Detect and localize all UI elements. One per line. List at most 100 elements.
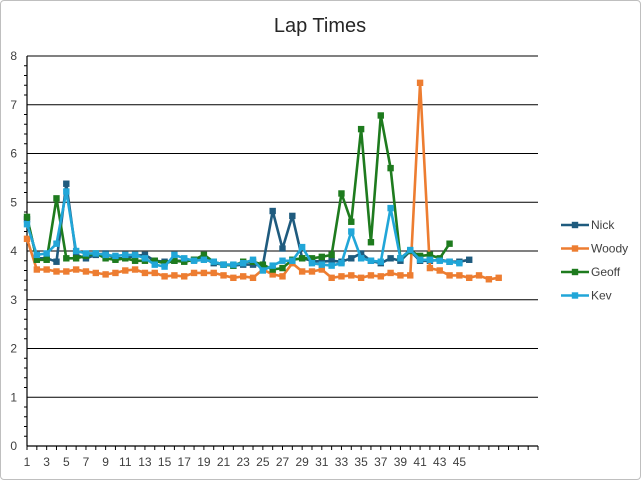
point-woody (466, 274, 473, 282)
y-tick-label: 8 (10, 49, 17, 63)
point-nick (269, 207, 276, 215)
point-woody (387, 269, 394, 277)
point-kev (161, 263, 168, 270)
point-geoff (53, 195, 60, 202)
point-woody (249, 274, 257, 282)
y-tick-label: 0 (10, 439, 17, 453)
point-geoff (63, 255, 70, 262)
point-kev (426, 256, 434, 263)
point-geoff (269, 266, 276, 273)
point-woody (485, 276, 493, 283)
point-kev (131, 251, 139, 259)
point-geoff (131, 257, 139, 264)
point-geoff (308, 255, 316, 262)
point-woody (72, 266, 80, 273)
point-woody (357, 274, 365, 282)
point-geoff (122, 255, 129, 262)
point-geoff (357, 125, 365, 133)
x-tick-label: 45 (453, 455, 467, 469)
x-tick-label: 9 (102, 455, 109, 469)
x-tick-label: 39 (394, 455, 408, 469)
point-woody (279, 273, 286, 280)
point-geoff (23, 213, 31, 221)
x-tick-label: 13 (138, 455, 152, 469)
point-kev (446, 258, 453, 265)
point-kev (82, 250, 90, 257)
gridlines (27, 55, 538, 398)
y-tick-label: 1 (10, 390, 17, 404)
point-woody (23, 235, 31, 243)
point-geoff (33, 256, 41, 263)
point-woody (495, 274, 502, 282)
point-kev (33, 251, 41, 259)
point-kev (259, 267, 267, 274)
plot-area (23, 79, 502, 283)
point-woody (416, 79, 424, 87)
point-kev (171, 251, 178, 259)
x-axis: 1 3 5 7 9 11 13 15 17 19 21 23 25 27 29 31 33 35 37 39 41 43 4… (24, 445, 539, 469)
x-tick-label: 35 (354, 455, 368, 469)
point-kev (387, 204, 394, 212)
point-woody (407, 272, 414, 279)
point-geoff (446, 240, 453, 247)
point-geoff (416, 252, 424, 260)
x-tick-label: 31 (315, 455, 329, 469)
point-woody (43, 266, 50, 273)
point-kev (367, 257, 375, 264)
legend-label-nick: Nick (591, 218, 615, 232)
point-kev (230, 261, 237, 268)
point-nick (63, 180, 70, 187)
series-geoff (23, 112, 453, 273)
point-woody (210, 269, 217, 277)
point-woody (53, 268, 60, 275)
point-geoff (367, 239, 375, 246)
point-woody (456, 272, 463, 279)
x-tick-label: 7 (83, 455, 90, 469)
legend-marker-woody (571, 245, 579, 252)
point-kev (72, 247, 80, 255)
point-kev (200, 256, 208, 263)
point-woody (446, 272, 453, 279)
point-kev (289, 257, 296, 264)
point-kev (377, 258, 384, 265)
x-tick-label: 29 (295, 455, 309, 469)
x-tick-label: 25 (256, 455, 270, 469)
point-kev (318, 261, 326, 268)
point-kev (102, 251, 109, 259)
legend-marker-nick (571, 221, 579, 229)
point-geoff (298, 255, 306, 262)
point-kev (308, 259, 316, 267)
point-woody (220, 272, 227, 279)
point-kev (279, 257, 286, 264)
point-kev (190, 257, 198, 264)
point-woody (367, 272, 375, 279)
x-tick-label: 33 (335, 455, 349, 469)
point-woody (171, 272, 178, 279)
series-kev (23, 188, 463, 274)
legend-marker-geoff (571, 268, 579, 276)
point-kev (122, 251, 129, 259)
y-tick-label: 2 (10, 342, 17, 356)
point-woody (33, 266, 41, 273)
point-kev (328, 262, 335, 269)
chart-title: Lap Times (274, 15, 366, 37)
point-woody (298, 268, 306, 275)
point-kev (239, 259, 247, 267)
point-nick (387, 255, 394, 262)
point-woody (122, 267, 129, 274)
point-geoff (171, 257, 178, 264)
legend-item-geoff: Geoff (561, 265, 621, 279)
legend-label-kev: Kev (591, 289, 612, 303)
point-geoff (102, 255, 109, 262)
x-tick-label: 1 (24, 455, 31, 469)
point-nick (348, 255, 355, 262)
point-kev (141, 255, 149, 262)
point-geoff (348, 218, 355, 225)
x-tick-label: 37 (374, 455, 388, 469)
point-kev (397, 255, 404, 262)
point-woody (397, 272, 404, 279)
point-nick (289, 212, 296, 220)
point-kev (338, 259, 345, 267)
x-tick-label: 21 (217, 455, 231, 469)
point-kev (357, 255, 365, 262)
